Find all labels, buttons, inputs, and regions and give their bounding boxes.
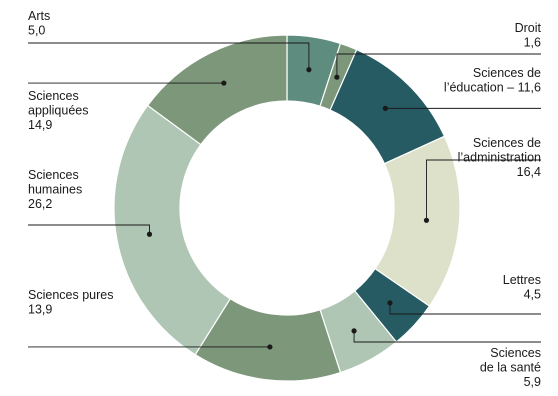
slice-label-line: Lettres bbox=[503, 273, 541, 287]
slice-label-sciences-pures: Sciences pures 13,9 bbox=[28, 288, 113, 317]
slice-label-droit: Droit 1,6 bbox=[515, 21, 542, 50]
slice-label-line: Sciences bbox=[28, 168, 79, 182]
slice-label-line: 5,0 bbox=[28, 24, 45, 38]
leader-line-droit bbox=[336, 53, 541, 78]
slice-label-lettres: Lettres 4,5 bbox=[503, 273, 541, 302]
leader-dot-sciences-pures bbox=[267, 344, 273, 350]
slice-label-line: de la santé bbox=[480, 361, 541, 375]
leader-dot-sciences-de-la-sante bbox=[351, 328, 357, 334]
slice-label-line: appliquées bbox=[28, 104, 88, 118]
slice-label-line: 4,5 bbox=[524, 288, 541, 302]
slice-label-line: Arts bbox=[28, 9, 50, 23]
leader-line-lettres bbox=[389, 302, 541, 315]
slice-label-line: Sciences de bbox=[473, 66, 541, 80]
slice-label-line: l’éducation – 11,6 bbox=[444, 81, 541, 95]
donut-slice-sciences-humaines bbox=[113, 104, 232, 356]
donut-slices bbox=[113, 34, 461, 382]
slice-label-line: Sciences pures bbox=[28, 288, 113, 302]
leader-dot-sciences-de-l-education bbox=[382, 105, 388, 111]
leader-dot-sciences-humaines bbox=[146, 231, 153, 237]
leader-dot-sciences-appliquees bbox=[221, 80, 227, 86]
slice-label-line: humaines bbox=[28, 183, 82, 197]
slice-label-line: Sciences bbox=[490, 346, 541, 360]
slice-label-line: Droit bbox=[515, 21, 542, 35]
slice-label-sciences-appliquees: Sciences appliquées 14,9 bbox=[28, 89, 88, 132]
slice-label-line: 5,9 bbox=[524, 375, 541, 389]
leader-dot-droit bbox=[334, 74, 340, 80]
leader-line-arts bbox=[28, 42, 310, 70]
slice-label-sciences-de-la-sante: Sciences de la santé 5,9 bbox=[480, 346, 541, 389]
slice-label-line: 13,9 bbox=[28, 303, 52, 317]
leader-dot-sciences-de-l-administration bbox=[423, 217, 430, 223]
slice-label-sciences-de-l-administration: Sciences de l’administration 16,4 bbox=[458, 136, 541, 179]
slice-label-line: 26,2 bbox=[28, 197, 52, 211]
donut-slice-sciences-appliquees bbox=[146, 34, 288, 146]
slice-label-line: 1,6 bbox=[524, 36, 541, 50]
leader-line-sciences-de-l-administration bbox=[426, 159, 541, 221]
slice-label-line: Sciences bbox=[28, 89, 79, 103]
slice-label-sciences-humaines: Sciences humaines 26,2 bbox=[28, 168, 82, 211]
slice-label-arts: Arts 5,0 bbox=[28, 9, 50, 38]
slice-label-line: 14,9 bbox=[28, 118, 52, 132]
leader-line-sciences-humaines bbox=[28, 224, 150, 235]
leader-dot-arts bbox=[306, 67, 312, 73]
leader-dot-lettres bbox=[387, 300, 393, 306]
slice-label-line: 16,4 bbox=[517, 165, 541, 179]
slice-label-sciences-de-l-education: Sciences de l’éducation – 11,6 bbox=[444, 66, 541, 95]
leader-line-sciences-de-la-sante bbox=[353, 330, 541, 343]
slice-label-line: Sciences de bbox=[473, 136, 541, 150]
slice-label-line: l’administration bbox=[458, 151, 541, 165]
